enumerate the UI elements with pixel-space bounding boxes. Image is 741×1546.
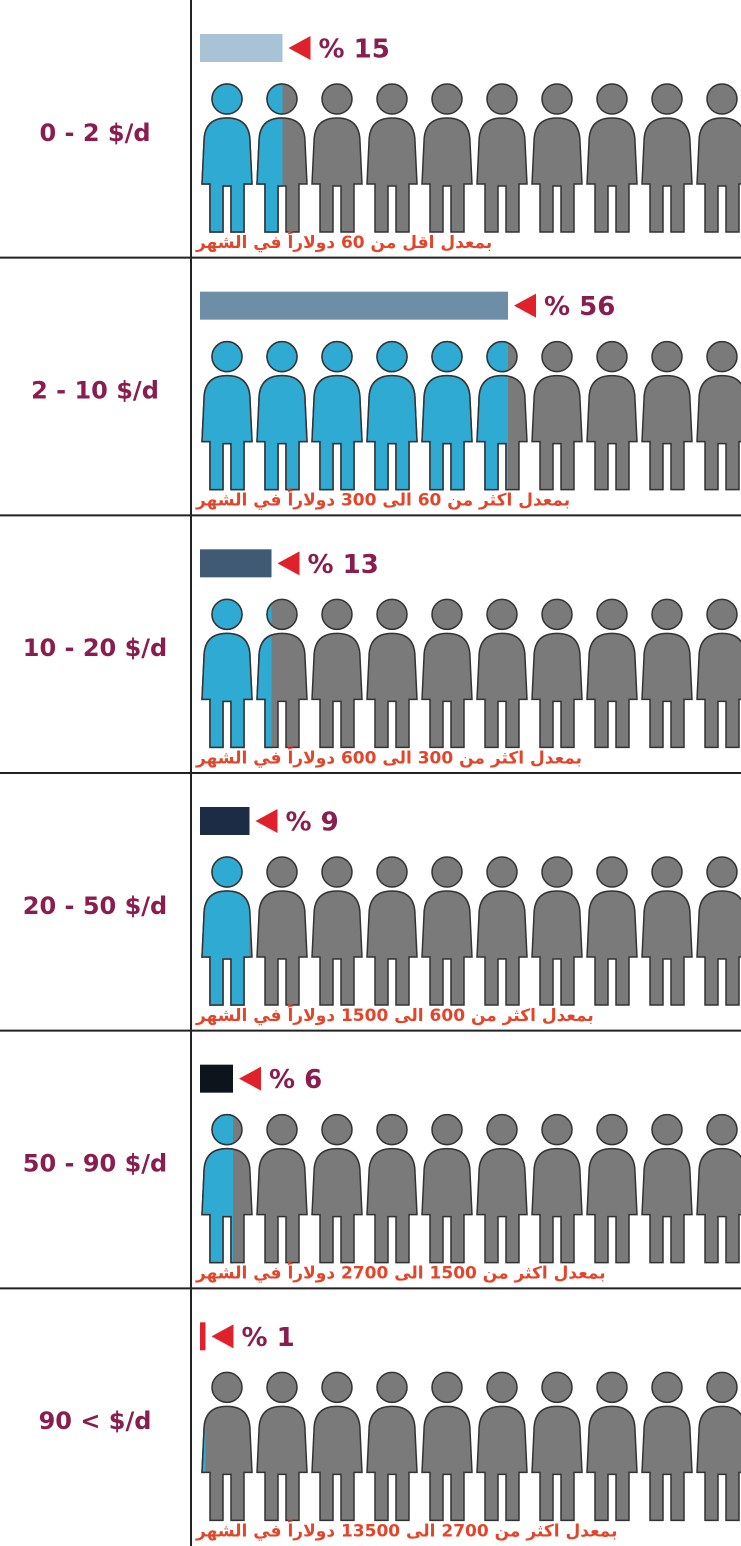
value-label: % 56 [544, 292, 615, 322]
category-label: 50 - 90 $/d [23, 1150, 167, 1178]
person [641, 83, 693, 233]
arrow [288, 36, 311, 60]
person [421, 598, 473, 749]
person [531, 83, 583, 233]
person [421, 1113, 473, 1264]
person [201, 856, 250, 1006]
person [641, 856, 693, 1006]
person [311, 1113, 363, 1264]
category-label: 90 < $/d [39, 1407, 152, 1435]
person [531, 1113, 583, 1264]
people-group [201, 598, 741, 749]
person [531, 598, 583, 749]
person [641, 1113, 693, 1264]
person [311, 340, 363, 491]
person [256, 340, 308, 491]
category-label: 0 - 2 $/d [39, 119, 150, 147]
person [201, 83, 253, 233]
person [421, 83, 473, 233]
caption: بمعدل اكثر من 1500 الى 2700 دولاراً في ا… [195, 1260, 606, 1284]
caption: بمعدل اكثر من 60 الى 300 دولاراً في الشه… [195, 487, 570, 511]
person [311, 598, 363, 749]
person [421, 340, 473, 491]
arrow [211, 1324, 234, 1349]
people-group [201, 1113, 741, 1264]
people-group [201, 83, 741, 233]
person [696, 1371, 741, 1522]
value-label: % 13 [308, 550, 379, 580]
person [366, 1371, 418, 1522]
bar [200, 34, 283, 62]
people-group [201, 856, 741, 1006]
person [696, 1113, 741, 1264]
person [641, 1371, 693, 1522]
person [696, 856, 741, 1006]
person [366, 83, 418, 233]
person [311, 83, 363, 233]
category-label: 20 - 50 $/d [23, 892, 167, 920]
person [531, 1371, 583, 1522]
caption: بمعدل اكثر من 300 الى 600 دولاراً في الش… [195, 745, 582, 769]
bar [200, 807, 250, 835]
person [476, 1371, 528, 1522]
category-label: 10 - 20 $/d [23, 634, 167, 662]
caption: بمعدل اقل من 60 دولاراً في الشهر [195, 229, 492, 253]
person [586, 83, 638, 233]
arrow [255, 809, 278, 833]
bar [200, 1322, 206, 1351]
person [531, 340, 583, 491]
bar [200, 549, 272, 578]
person [366, 1113, 418, 1264]
person [366, 340, 418, 491]
caption: بمعدل اكثر من 2700 الى 13500 دولاراً في … [195, 1518, 617, 1542]
value-label: % 15 [319, 35, 390, 65]
person [256, 1371, 308, 1522]
person [311, 856, 363, 1006]
person [476, 856, 528, 1006]
person [696, 340, 741, 491]
person [421, 1371, 473, 1522]
person [476, 598, 528, 749]
caption: بمعدل اكثر من 600 الى 1500 دولاراً في ال… [195, 1002, 594, 1026]
person [421, 856, 473, 1006]
person [201, 598, 253, 749]
person [201, 1371, 253, 1522]
person [366, 598, 418, 749]
person [586, 598, 638, 749]
arrow [514, 293, 536, 318]
arrow [277, 551, 300, 576]
value-label: % 1 [242, 1323, 295, 1353]
person [641, 340, 693, 491]
person [586, 1113, 638, 1264]
value-label: % 9 [286, 808, 339, 838]
arrow [239, 1066, 261, 1091]
person [586, 856, 638, 1006]
person [476, 83, 528, 233]
person [641, 598, 693, 749]
person [476, 1113, 528, 1264]
person [696, 598, 741, 749]
value-label: % 6 [269, 1065, 322, 1095]
person [586, 1371, 638, 1522]
person [201, 340, 253, 491]
person [586, 340, 638, 491]
person [256, 856, 308, 1006]
category-label: 2 - 10 $/d [31, 377, 159, 405]
person [256, 1113, 308, 1264]
person [696, 83, 741, 233]
person [311, 1371, 363, 1522]
bar [200, 291, 508, 320]
people-group [201, 1371, 741, 1522]
bar [200, 1064, 233, 1093]
person [531, 856, 583, 1006]
person [366, 856, 418, 1006]
